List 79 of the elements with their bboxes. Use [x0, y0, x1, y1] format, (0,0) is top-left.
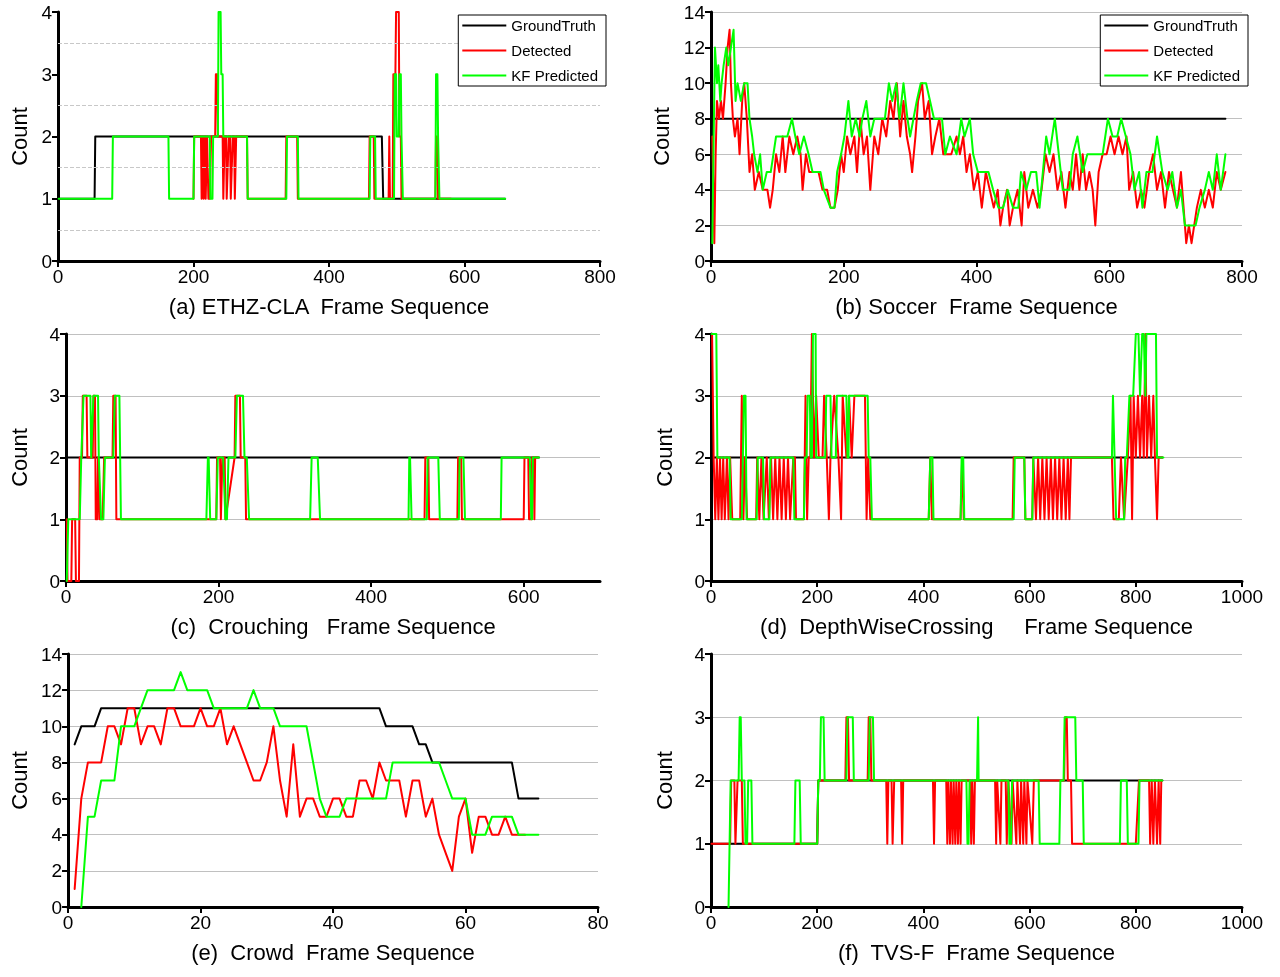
- x-tick-label: 200: [202, 586, 235, 607]
- x-tick-label: 400: [907, 912, 940, 933]
- y-tick-label: 0: [694, 250, 705, 272]
- y-tick-label: 3: [49, 385, 60, 407]
- x-tick-label: 200: [801, 912, 834, 933]
- x-tick-label: 800: [1226, 266, 1258, 287]
- x-axis-title: (b) Soccer Frame Sequence: [835, 293, 1118, 319]
- x-tick-label: 200: [177, 266, 210, 287]
- y-tick-label: 3: [694, 385, 705, 407]
- x-tick-label: 600: [1093, 266, 1126, 287]
- legend-label: Detected: [511, 42, 572, 59]
- x-tick-label: 80: [587, 912, 609, 933]
- y-tick-label: 14: [683, 1, 706, 23]
- x-axis-title: (e) Crowd Frame Sequence: [191, 939, 475, 965]
- x-tick-label: 400: [960, 266, 993, 287]
- legend-label: GroundTruth: [1153, 17, 1238, 34]
- y-tick-label: 4: [51, 824, 63, 846]
- x-tick-label: 400: [355, 586, 387, 607]
- x-tick-label: 600: [448, 266, 481, 287]
- x-tick-label: 800: [1119, 912, 1152, 933]
- y-tick-label: 0: [694, 896, 705, 918]
- y-tick-label: 1: [694, 833, 705, 855]
- x-axis-title: (d) DepthWiseCrossing Frame Sequence: [760, 613, 1193, 639]
- y-tick-label: 1: [49, 508, 60, 530]
- y-tick-label: 2: [51, 860, 63, 882]
- x-tick-label: 600: [1013, 912, 1046, 933]
- y-tick-label: 8: [694, 108, 705, 130]
- y-axis-title: Count: [651, 428, 677, 487]
- x-tick-label: 1000: [1220, 586, 1264, 607]
- y-axis-title: Count: [649, 107, 675, 166]
- y-tick-label: 10: [683, 72, 705, 94]
- y-tick-label: 4: [49, 323, 61, 345]
- x-tick-label: 600: [507, 586, 540, 607]
- x-tick-label: 600: [1013, 586, 1046, 607]
- y-axis-title: Count: [6, 107, 32, 166]
- x-tick-label: 20: [189, 912, 212, 933]
- y-tick-label: 0: [49, 570, 60, 592]
- x-tick-label: 400: [907, 586, 940, 607]
- y-tick-label: 6: [51, 788, 63, 810]
- y-tick-label: 8: [51, 751, 63, 773]
- y-tick-label: 4: [694, 179, 706, 201]
- x-tick-label: 200: [827, 266, 860, 287]
- legend-label: GroundTruth: [511, 17, 596, 34]
- y-tick-label: 6: [694, 143, 705, 165]
- legend-label: KF Predicted: [511, 67, 599, 84]
- x-tick-label: 200: [801, 586, 834, 607]
- y-tick-label: 12: [40, 679, 63, 701]
- y-tick-label: 14: [40, 643, 63, 665]
- y-tick-label: 1: [41, 188, 52, 210]
- x-tick-label: 400: [313, 266, 345, 287]
- legend-label: KF Predicted: [1153, 67, 1241, 84]
- x-tick-label: 800: [584, 266, 616, 287]
- y-tick-label: 0: [41, 250, 52, 272]
- y-tick-label: 2: [41, 126, 52, 147]
- legend-label: Detected: [1153, 42, 1214, 59]
- y-tick-label: 3: [41, 63, 52, 85]
- y-tick-label: 2: [49, 447, 60, 468]
- y-tick-label: 0: [51, 896, 63, 918]
- x-tick-label: 800: [1119, 586, 1152, 607]
- x-axis-title: (c) Crouching Frame Sequence: [170, 613, 496, 639]
- y-tick-label: 10: [40, 715, 63, 737]
- x-tick-label: 60: [454, 912, 477, 933]
- y-tick-label: 4: [41, 1, 53, 23]
- y-axis-title: Count: [6, 428, 32, 487]
- y-tick-label: 12: [683, 37, 705, 59]
- y-axis-title: Count: [651, 751, 677, 810]
- y-tick-label: 4: [694, 323, 706, 345]
- x-tick-label: 40: [322, 912, 344, 933]
- y-axis-title: Count: [6, 751, 32, 810]
- y-tick-label: 0: [694, 570, 705, 592]
- y-tick-label: 2: [694, 770, 705, 791]
- y-tick-label: 1: [694, 508, 705, 530]
- y-tick-label: 3: [694, 706, 705, 728]
- y-tick-label: 2: [694, 214, 705, 236]
- x-tick-label: 1000: [1220, 912, 1264, 933]
- y-tick-label: 2: [694, 447, 705, 468]
- x-axis-title: (a) ETHZ-CLA Frame Sequence: [168, 293, 490, 319]
- x-axis-title: (f) TVS-F Frame Sequence: [837, 939, 1116, 965]
- y-tick-label: 4: [694, 643, 706, 665]
